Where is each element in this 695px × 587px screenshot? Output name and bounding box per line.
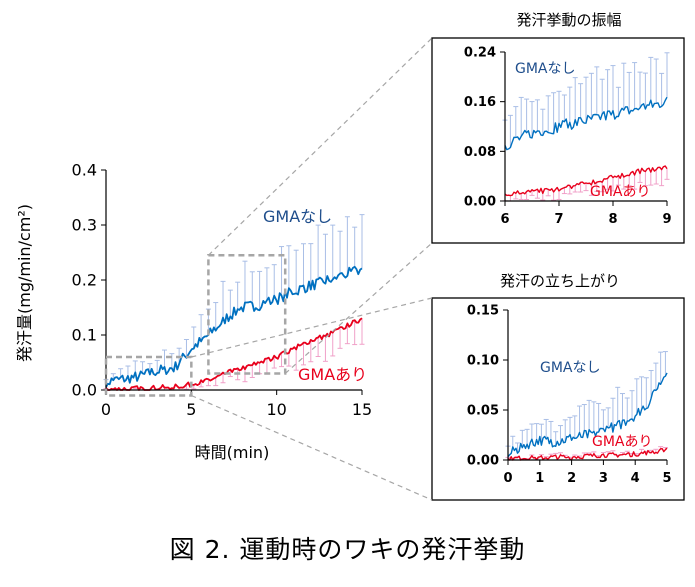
main-xlabel: 時間(min) xyxy=(195,443,270,462)
zoom-connector-line xyxy=(207,37,433,256)
inset2-label-gma: GMAあり xyxy=(592,434,653,450)
y-tick-label: 0.24 xyxy=(464,46,496,61)
x-tick-label: 1 xyxy=(535,471,544,486)
x-tick-label: 0 xyxy=(101,400,111,419)
inset1-title: 発汗挙動の振幅 xyxy=(516,11,621,29)
main-label-gma: GMAあり xyxy=(298,365,367,384)
zoom-region-box xyxy=(104,355,193,397)
x-tick-label: 8 xyxy=(608,212,617,227)
inset-onset-chart: 0.00 0.05 0.10 0.15 0 1 2 3 4 5 xyxy=(467,304,672,486)
y-tick-label: 0.08 xyxy=(464,145,496,160)
x-tick-label: 10 xyxy=(266,400,286,419)
no-gma-error-bars xyxy=(505,351,668,457)
y-tick-label: 0.16 xyxy=(464,95,496,110)
no-gma-error-bars xyxy=(502,52,670,148)
inset2-title: 発汗の立ち上がり xyxy=(500,272,620,290)
y-tick-label: 0.05 xyxy=(467,404,499,419)
gma-series-line xyxy=(507,447,668,461)
inset1-label-no-gma: GMAなし xyxy=(515,61,576,77)
inset1-label-gma: GMAあり xyxy=(590,184,651,200)
zoom-connector-line xyxy=(191,394,433,501)
x-tick-label: 2 xyxy=(567,471,576,486)
y-tick-label: 0.4 xyxy=(72,161,97,180)
x-tick-label: 7 xyxy=(554,212,563,227)
no-gma-error-bars xyxy=(103,214,365,388)
main-chart: 0.0 0.1 0.2 0.3 0.4 0 5 10 15 xyxy=(72,161,373,419)
x-tick-label: 0 xyxy=(503,471,512,486)
zoom-region-box xyxy=(207,254,287,375)
zoom-connector-line xyxy=(191,297,433,358)
x-tick-label: 3 xyxy=(599,471,608,486)
y-tick-label: 0.2 xyxy=(72,271,97,290)
x-tick-label: 5 xyxy=(186,400,196,419)
y-tick-label: 0.10 xyxy=(467,354,499,369)
no-gma-series-line xyxy=(507,372,668,458)
zoom-connector-lines xyxy=(104,37,685,501)
inset2-label-no-gma: GMAなし xyxy=(540,360,601,376)
figure-caption: 図 2. 運動時のワキの発汗挙動 xyxy=(169,535,526,564)
x-tick-label: 4 xyxy=(631,471,640,486)
gma-error-bars xyxy=(502,168,670,202)
zoom-connector-line xyxy=(284,242,433,374)
y-tick-label: 0.15 xyxy=(467,304,499,319)
x-tick-label: 5 xyxy=(662,471,671,486)
y-tick-label: 0.1 xyxy=(72,326,97,345)
y-tick-label: 0.00 xyxy=(467,454,499,469)
no-gma-series-line xyxy=(105,265,363,388)
x-tick-label: 6 xyxy=(500,212,509,227)
y-tick-label: 0.00 xyxy=(464,195,496,210)
y-tick-label: 0.3 xyxy=(72,216,97,235)
x-tick-label: 9 xyxy=(662,212,671,227)
main-label-no-gma: GMAなし xyxy=(263,207,332,226)
main-ylabel: 発汗量(mg/min/cm²) xyxy=(15,204,34,362)
gma-series-line xyxy=(504,165,668,197)
no-gma-series-line xyxy=(504,96,668,151)
y-tick-label: 0.0 xyxy=(72,381,97,400)
inset-amplitude-chart: 0.00 0.08 0.16 0.24 6 7 8 9 xyxy=(464,46,672,227)
x-tick-label: 15 xyxy=(352,400,372,419)
